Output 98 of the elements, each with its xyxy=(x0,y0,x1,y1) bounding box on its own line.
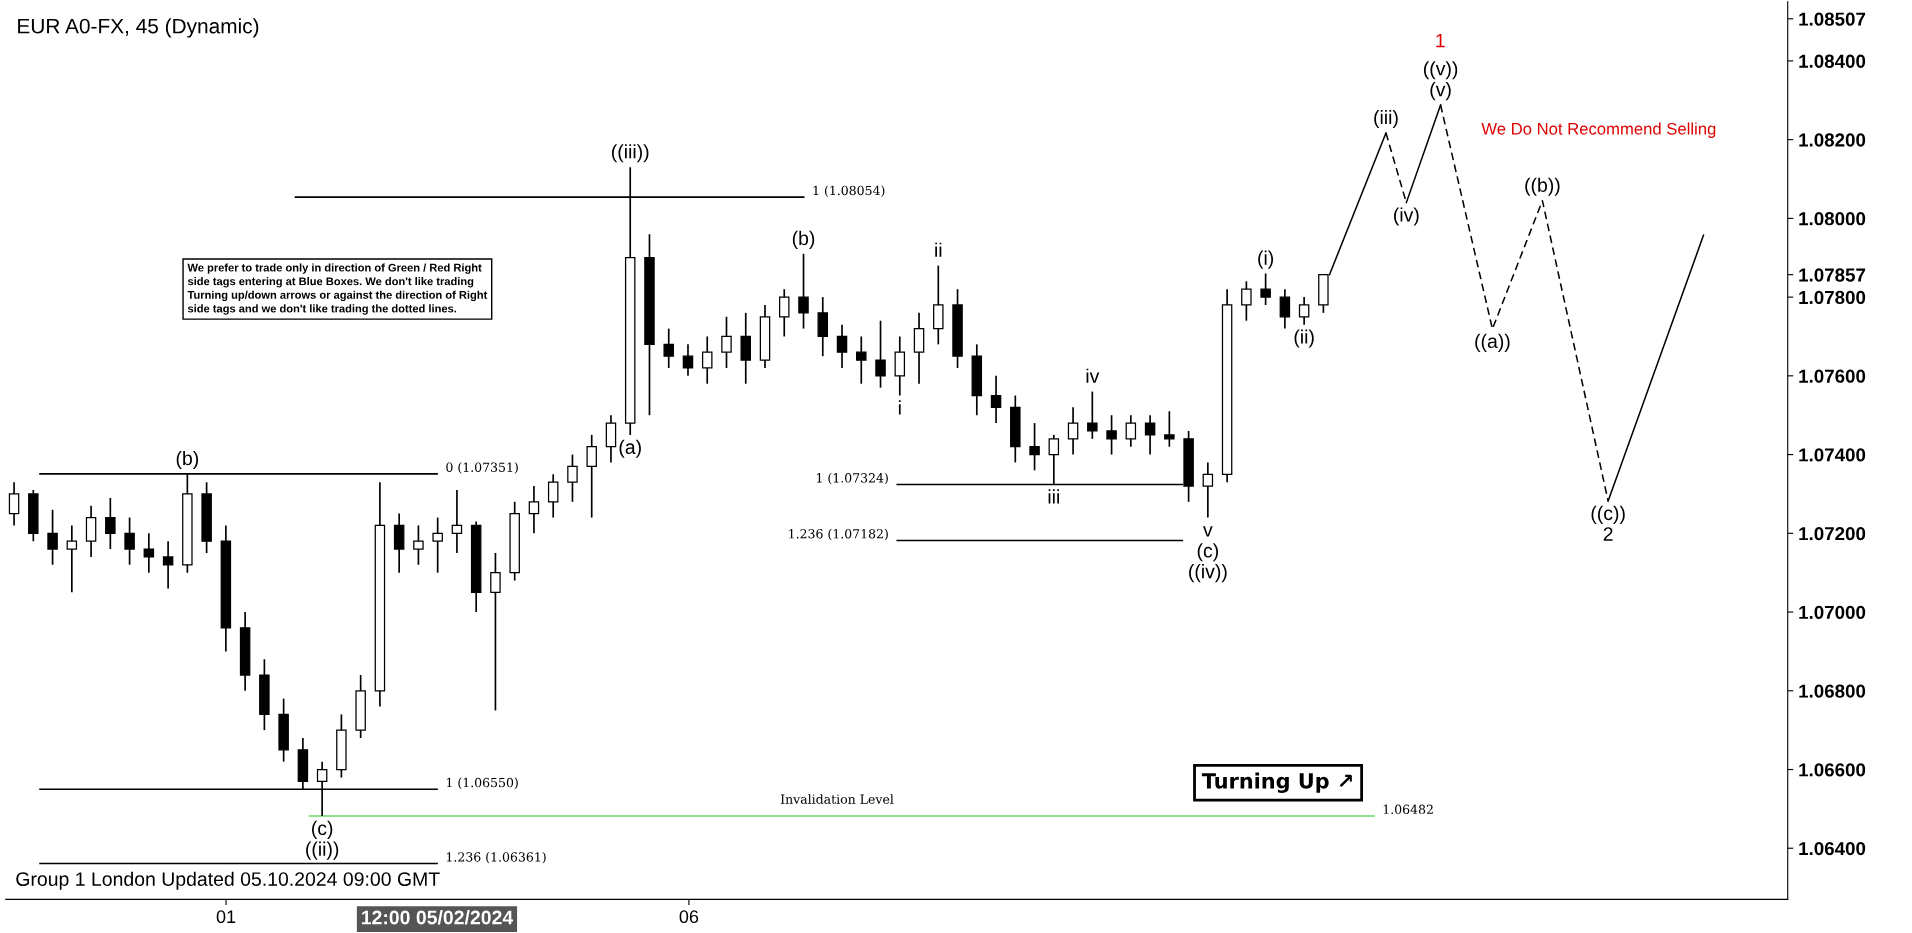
annotation: (i) xyxy=(1258,250,1274,269)
candlestick xyxy=(1067,406,1079,456)
candlestick xyxy=(105,497,116,550)
candlestick xyxy=(393,512,405,574)
annotation: i xyxy=(898,400,901,415)
annotation: (b) xyxy=(176,450,199,470)
candlestick xyxy=(1029,422,1040,472)
annotation: Group 1 London Updated 05.10.2024 09:00 GMT xyxy=(16,871,440,890)
candlestick xyxy=(143,532,155,574)
candlestick xyxy=(817,296,829,357)
annotation: v xyxy=(1203,526,1213,537)
candlestick xyxy=(682,343,694,377)
annotation: (iv) xyxy=(1394,207,1419,226)
candlestick xyxy=(856,335,867,385)
annotation: 0 (1.07351) xyxy=(446,462,518,474)
y-tick-label: 1.07857 xyxy=(1799,268,1866,282)
candlestick xyxy=(894,335,906,397)
y-tick-label: 1.07200 xyxy=(1799,527,1866,541)
y-tick-label: 1.07600 xyxy=(1799,369,1866,383)
annotation: 1.06482 xyxy=(1383,804,1433,815)
candlestick xyxy=(933,264,944,346)
candlestick xyxy=(490,552,501,712)
annotation: (c) xyxy=(1197,543,1218,562)
candlestick xyxy=(836,323,848,369)
annotation: iii xyxy=(1048,489,1059,504)
y-tick-label: 1.08200 xyxy=(1799,133,1866,147)
annotation: 1 (1.08054) xyxy=(813,185,885,197)
annotation: ((iv)) xyxy=(1189,564,1227,583)
annotation: 1 xyxy=(1436,33,1445,48)
annotation: ((ii)) xyxy=(306,841,339,860)
y-tick-label: 1.08507 xyxy=(1799,12,1866,26)
candlestick xyxy=(162,540,174,590)
candlestick xyxy=(721,315,732,369)
annotation: (c) xyxy=(312,820,333,839)
y-tick-label: 1.06800 xyxy=(1799,684,1866,698)
text: 12:00 05/02/2024 xyxy=(361,910,514,925)
x-tick-label: 06 xyxy=(679,910,699,924)
candlestick xyxy=(740,312,751,385)
annotation: 2 xyxy=(1603,527,1613,541)
candlestick xyxy=(432,516,443,574)
candlestick xyxy=(124,516,135,566)
candlestick xyxy=(47,508,58,566)
annotation: iv xyxy=(1086,368,1100,383)
candlestick xyxy=(528,485,540,535)
candlestick xyxy=(85,504,97,558)
annotation: 1.236 (1.06361) xyxy=(446,851,546,864)
candlestick xyxy=(567,453,578,503)
y-tick-label: 1.07800 xyxy=(1799,290,1866,305)
annotation: (a) xyxy=(619,439,641,458)
y-tick-label: 1.06400 xyxy=(1799,841,1866,856)
candlestick xyxy=(1106,414,1117,456)
candlestick xyxy=(547,473,559,519)
annotation: We Do Not Recommend Selling xyxy=(1481,122,1716,138)
candlestick xyxy=(605,414,617,464)
y-tick-label: 1.08000 xyxy=(1799,212,1866,226)
candlestick xyxy=(66,524,78,594)
annotation: ((b)) xyxy=(1525,177,1560,196)
candlestick xyxy=(990,375,1002,424)
annotation: Invalidation Level xyxy=(780,794,894,804)
x-tick-label: 01 xyxy=(216,910,236,924)
annotation: (b) xyxy=(792,230,815,249)
candlestick xyxy=(1279,288,1291,330)
candlestick xyxy=(779,288,790,338)
candlestick xyxy=(913,312,925,385)
annotation: We prefer to trade only in direction of Green / Red Right side tags entering at Blue Boxes. We don't like trading Turning up/down arrows or against the direction of Right side tags and we don't like trading the dotted lines. xyxy=(187,263,488,315)
candlestick xyxy=(1144,414,1156,456)
candlestick xyxy=(1164,410,1175,448)
annotation: 1 (1.07324) xyxy=(817,472,888,485)
annotation: ((a)) xyxy=(1475,333,1510,352)
candlestick xyxy=(663,327,674,369)
annotation: ((iii)) xyxy=(611,144,649,163)
candlestick xyxy=(798,252,809,330)
annotation: ii xyxy=(935,242,942,257)
y-tick-label: 1.07400 xyxy=(1799,448,1866,462)
annotation: Turning Up ↗ xyxy=(1201,772,1352,793)
candlestick xyxy=(413,524,424,566)
candlestick xyxy=(586,434,597,519)
candlestick xyxy=(1260,272,1271,306)
y-tick-label: 1.06600 xyxy=(1799,763,1866,777)
candlestick xyxy=(1202,461,1214,519)
candlestick xyxy=(1298,296,1310,326)
candlestick xyxy=(8,481,20,527)
candlestick xyxy=(1125,414,1137,448)
candlestick xyxy=(1087,390,1098,440)
annotation: 1.236 (1.07182) xyxy=(789,528,888,541)
y-tick-label: 1.07000 xyxy=(1799,605,1866,620)
annotation: ((v)) xyxy=(1423,61,1458,80)
candlestick xyxy=(1241,280,1252,322)
annotation: (ii) xyxy=(1294,329,1314,348)
text: EUR A0-FX, 45 (Dynamic) xyxy=(18,18,259,38)
candlestick xyxy=(875,319,886,389)
annotation: ((c)) xyxy=(1591,505,1625,524)
candlestick xyxy=(451,489,463,554)
annotation: 1 (1.06550) xyxy=(446,777,518,790)
candlestick xyxy=(701,335,713,385)
annotation: (iii) xyxy=(1374,110,1398,129)
y-tick-label: 1.08400 xyxy=(1799,54,1866,68)
annotation: (v) xyxy=(1430,82,1451,101)
